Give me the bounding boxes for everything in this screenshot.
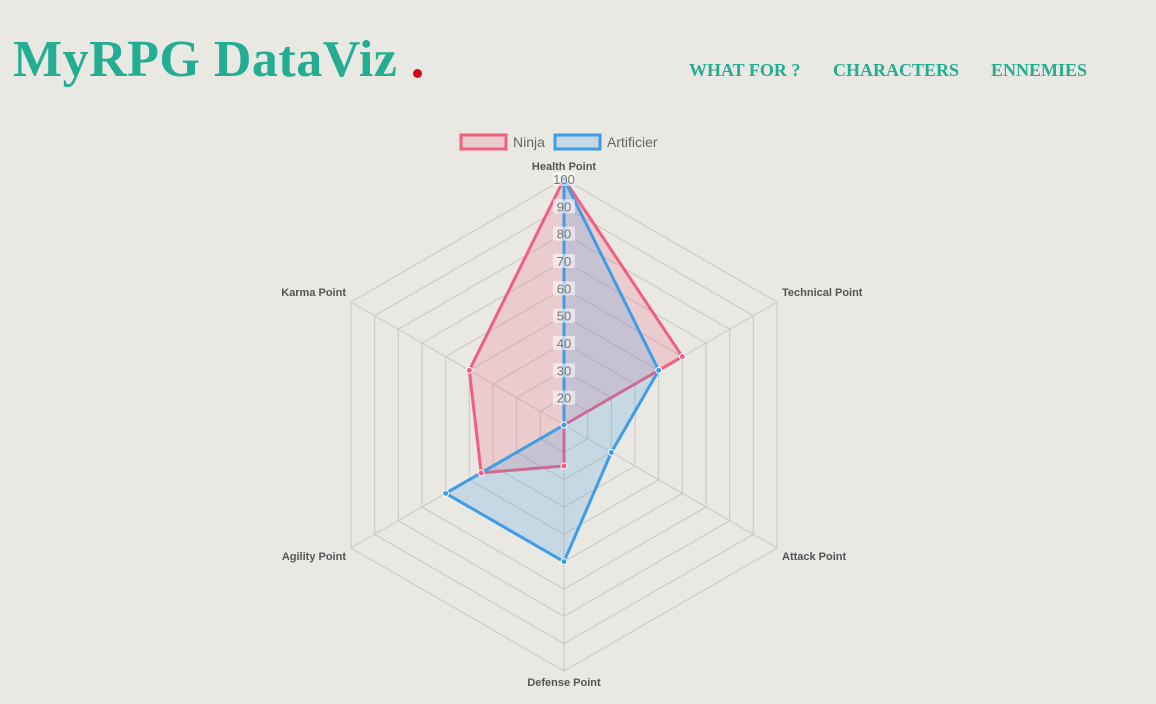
site-logo[interactable]: MyRPG DataViz	[13, 28, 423, 92]
axis-line-attack-point	[563, 424, 778, 549]
tick-label-90: 90	[557, 199, 571, 214]
axis-label-technical-point: Technical Point	[782, 287, 863, 299]
axis-label-health-point: Health Point	[532, 161, 597, 173]
tick-label-backdrop	[553, 172, 575, 186]
tick-label-backdrop	[553, 199, 575, 214]
tick-label-20: 20	[557, 391, 571, 406]
axis-label-defense-point: Defense Point	[527, 677, 601, 689]
tick-label-60: 60	[557, 281, 571, 296]
data-point-ninja-technical-point[interactable]	[678, 353, 686, 361]
axis-label-attack-point: Attack Point	[782, 551, 847, 563]
tick-label-backdrop	[553, 254, 575, 268]
logo-dot	[413, 69, 423, 78]
data-point-artificier-attack-point[interactable]	[607, 448, 615, 456]
tick-label-backdrop	[553, 390, 575, 405]
nav-link-characters[interactable]: CHARACTERS	[833, 60, 960, 80]
tick-label-backdrop	[553, 226, 575, 241]
data-point-ninja-defense-point[interactable]	[560, 462, 568, 470]
nav-link-what-for[interactable]: WHAT FOR ?	[689, 60, 801, 80]
axis-label-agility-point: Agility Point	[282, 551, 347, 563]
tick-label-50: 50	[557, 309, 571, 324]
legend-label-artificier[interactable]: Artificier	[607, 134, 658, 150]
legend-swatch-ninja[interactable]	[459, 133, 508, 151]
tick-label-backdrop	[553, 308, 575, 323]
legend-label-ninja[interactable]: Ninja	[513, 134, 545, 150]
data-point-ninja-karma-point[interactable]	[465, 366, 473, 374]
tick-label-30: 30	[557, 363, 571, 378]
tick-label-backdrop	[553, 363, 575, 378]
legend-swatch-artificier[interactable]	[553, 133, 602, 151]
data-point-ninja-agility-point[interactable]	[477, 469, 485, 477]
tick-label-70: 70	[557, 254, 571, 269]
data-point-artificier-defense-point[interactable]	[560, 558, 568, 566]
nav-link-ennemies[interactable]: ENNEMIES	[991, 60, 1088, 80]
axis-line-karma-point	[350, 301, 565, 426]
data-point-artificier-karma-point[interactable]	[560, 421, 568, 429]
tick-label-100: 100	[553, 172, 575, 187]
tick-label-backdrop	[553, 336, 575, 350]
logo-text: MyRPG DataViz	[13, 31, 398, 88]
tick-label-backdrop	[553, 281, 575, 296]
axis-label-karma-point: Karma Point	[281, 287, 346, 299]
data-point-artificier-agility-point[interactable]	[442, 489, 450, 497]
tick-label-40: 40	[557, 336, 571, 351]
data-point-artificier-technical-point[interactable]	[655, 366, 663, 374]
tick-label-80: 80	[557, 227, 571, 242]
